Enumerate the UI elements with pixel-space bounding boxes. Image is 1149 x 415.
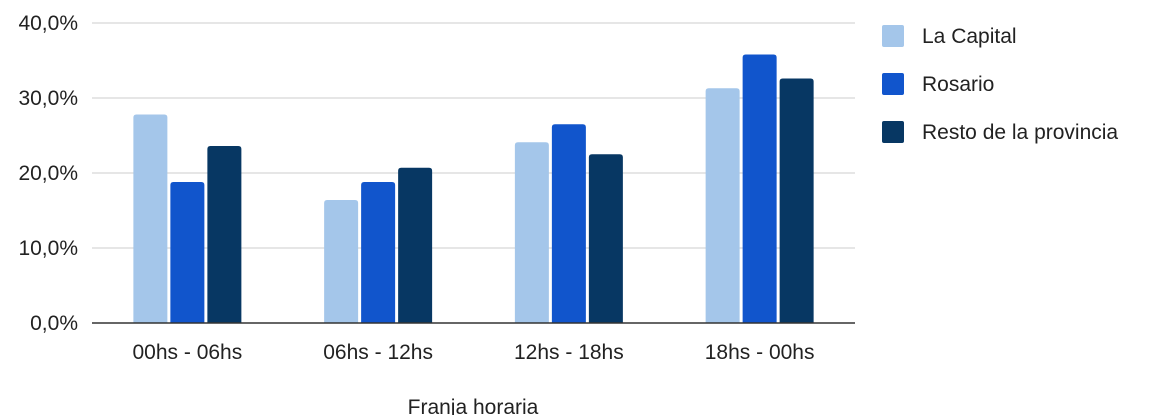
bar [170,182,205,323]
bar [779,78,814,323]
y-tick-label: 20,0% [18,162,78,185]
bar [514,142,549,323]
bar [207,146,242,323]
x-axis-title: Franja horaria [408,396,539,415]
legend-label: Resto de la provincia [922,121,1118,144]
legend-label: Rosario [922,73,994,96]
bars [133,54,814,323]
legend[interactable]: La Capital Rosario Resto de la provincia [882,25,1118,144]
y-tick-label: 40,0% [18,12,78,35]
y-tick-label: 0,0% [30,312,78,335]
bar [551,124,586,323]
bar [705,88,740,323]
bar [398,167,433,323]
x-tick-label: 18hs - 00hs [705,341,815,364]
bar [324,200,359,323]
x-axis: 00hs - 06hs 06hs - 12hs 12hs - 18hs 18hs - … [92,322,855,364]
y-tick-label: 30,0% [18,87,78,110]
x-tick-label: 06hs - 12hs [323,341,433,364]
legend-label: La Capital [922,25,1017,48]
x-tick-label: 12hs - 18hs [514,341,624,364]
x-tick-label: 00hs - 06hs [133,341,243,364]
gridlines [92,22,855,249]
bar [361,182,396,323]
legend-swatch [882,73,904,95]
y-axis: 0,0% 10,0% 20,0% 30,0% 40,0% [18,12,78,335]
legend-swatch [882,25,904,47]
bar [133,114,168,323]
bar [742,54,777,323]
bar [588,154,623,323]
y-tick-label: 10,0% [18,237,78,260]
legend-swatch [882,121,904,143]
